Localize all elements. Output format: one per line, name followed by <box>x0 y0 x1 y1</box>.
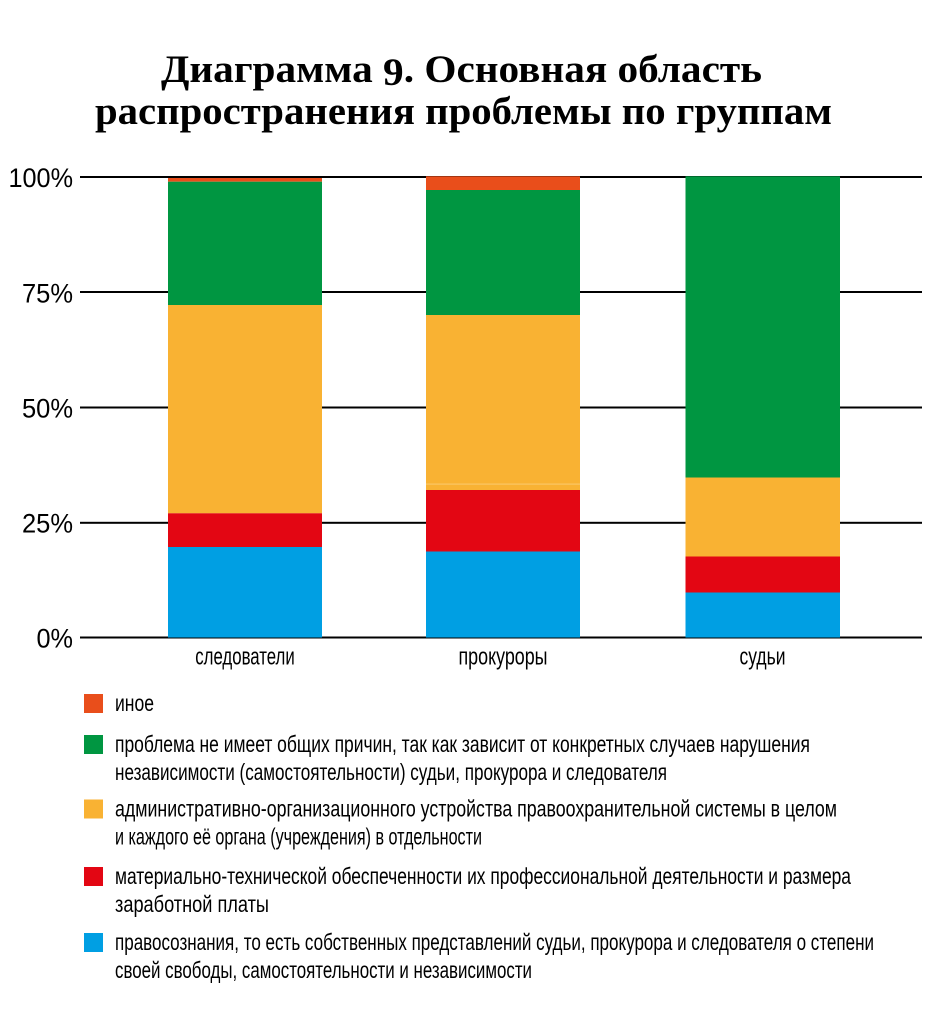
svg-text:25%: 25% <box>22 509 73 539</box>
svg-text:100%: 100% <box>9 163 74 193</box>
svg-text:иное: иное <box>115 690 154 716</box>
svg-text:50%: 50% <box>22 394 73 424</box>
svg-text:распространения проблемы по гр: распространения проблемы по группам <box>95 90 832 133</box>
svg-text:проблема не имеет общих причин: проблема не имеет общих причин, так как … <box>115 731 810 757</box>
svg-text:Диаграмма 9. Основная область: Диаграмма 9. Основная область <box>161 48 762 94</box>
svg-text:правосознания, то есть собстве: правосознания, то есть собственных предс… <box>115 929 874 955</box>
svg-text:своей свободы, самостоятельнос: своей свободы, самостоятельности и незав… <box>115 957 532 983</box>
svg-text:независимости (самостоятельнос: независимости (самостоятельности) судьи,… <box>115 759 667 785</box>
svg-text:материально-технической обеспе: материально-технической обеспеченности и… <box>115 863 851 889</box>
svg-text:следователи: следователи <box>195 644 295 671</box>
svg-text:судьи: судьи <box>740 644 786 671</box>
svg-text:75%: 75% <box>22 279 73 309</box>
svg-text:0%: 0% <box>37 624 74 654</box>
svg-text:прокуроры: прокуроры <box>459 644 548 671</box>
svg-text:заработной платы: заработной платы <box>115 891 269 917</box>
svg-text:и каждого её органа (учреждени: и каждого её органа (учреждения) в отдел… <box>115 824 482 850</box>
svg-text:административно-организационно: административно-организационного устройс… <box>115 796 837 822</box>
